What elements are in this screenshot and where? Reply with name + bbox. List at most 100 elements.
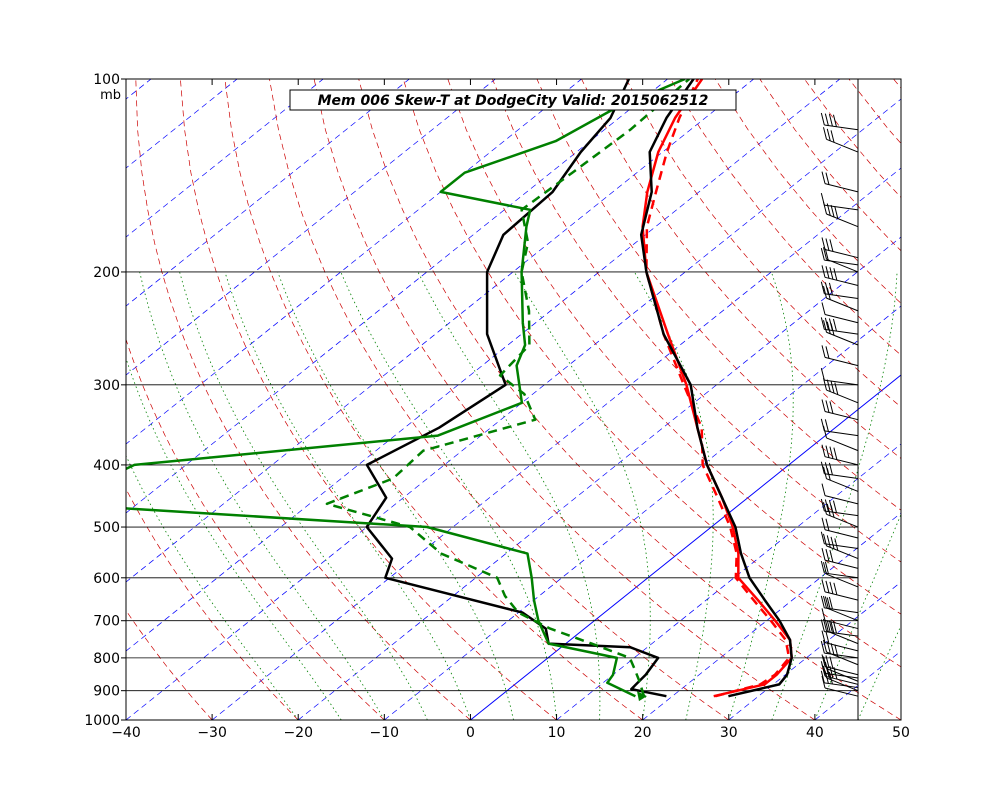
moist-adiabat-line <box>814 513 901 720</box>
wind-barb-flag <box>820 112 825 126</box>
wind-barb-shaft <box>824 619 859 630</box>
wind-barb-shaft <box>826 545 859 560</box>
wind-barb-flag <box>826 379 831 392</box>
wind-barb-flag <box>822 320 827 333</box>
chart-title: Mem 006 Skew-T at DodgeCity Valid: 20150… <box>318 93 709 109</box>
dry-adiabat-line <box>313 79 816 720</box>
wind-barb-shaft <box>824 495 859 505</box>
x-tick-label: −20 <box>283 725 313 741</box>
y-tick-label: 400 <box>93 458 120 474</box>
y-unit-label: mb <box>100 88 121 103</box>
title-box <box>289 89 737 111</box>
wind-barb-shaft <box>824 276 859 287</box>
wind-barb-flag <box>824 462 829 475</box>
wind-barb-flag <box>829 446 834 459</box>
wind-barb-flag <box>822 247 827 260</box>
wind-barb-flag <box>822 127 827 140</box>
isotherm-line <box>556 443 901 720</box>
y-tick-label: 700 <box>93 614 120 630</box>
wind-barb-flag <box>821 654 826 667</box>
wind-barb-shaft <box>824 529 859 539</box>
wind-barb <box>820 192 859 211</box>
dry-adiabat-line <box>893 79 901 89</box>
wind-barb-flag <box>821 444 826 457</box>
wind-barb-shaft <box>824 356 859 367</box>
y-tick-label: 600 <box>93 571 120 587</box>
profile-lines <box>126 79 793 702</box>
wind-barb-shaft <box>826 573 859 588</box>
wind-barb <box>820 560 859 579</box>
wind-barb-flag <box>826 620 831 633</box>
wind-barb-flag <box>829 401 834 414</box>
wind-barb-shaft <box>826 297 859 312</box>
x-tick-label: −10 <box>370 725 400 741</box>
wind-barb <box>821 399 859 421</box>
moist-adiabat-line <box>277 271 514 720</box>
wind-barb-flag <box>822 639 827 653</box>
x-tick-label: 10 <box>548 725 566 741</box>
ensemble-profile-1-line <box>639 79 793 698</box>
wind-barb-shaft <box>824 314 859 324</box>
wind-barb-shaft <box>824 652 859 659</box>
isotherm-line <box>728 581 901 720</box>
x-tick-label: 20 <box>634 725 652 741</box>
wind-barb-flag <box>821 483 826 496</box>
wind-barb-flag <box>822 618 827 631</box>
isotherm-line <box>900 719 901 720</box>
wind-barb <box>820 461 859 479</box>
wind-barb-flag <box>821 399 826 412</box>
wind-barb-shaft <box>824 430 859 437</box>
wind-barb-flag <box>824 113 829 126</box>
wind-barb-flag <box>824 661 829 674</box>
wind-barb-flag <box>821 171 826 184</box>
wind-barb-shaft <box>824 687 859 697</box>
wind-barb-flag <box>833 582 838 595</box>
wind-barb-flag <box>822 595 827 609</box>
dry-adiabat-line <box>625 79 901 408</box>
wind-barb-flag <box>830 381 835 394</box>
wind-barb-flag <box>825 346 830 359</box>
wind-barb-shaft <box>824 559 859 569</box>
wind-barb-flag <box>828 462 833 476</box>
x-tick-label: −40 <box>111 725 141 741</box>
wind-barb-flag <box>825 445 830 458</box>
x-tick-label: 0 <box>466 725 475 741</box>
wind-barb-flag <box>822 502 827 515</box>
dry-adiabat-line <box>581 79 901 459</box>
wind-barb <box>822 595 859 622</box>
wind-barb <box>820 641 859 659</box>
wind-barb-shaft <box>824 328 859 335</box>
wind-barb-shaft <box>824 630 859 637</box>
dry-adiabat-line <box>358 79 901 720</box>
wind-barb-flag <box>830 642 835 656</box>
wind-barb-flag <box>834 206 839 219</box>
wind-barb-flag <box>820 317 825 330</box>
wind-barb-flag <box>825 238 830 251</box>
wind-barb-shaft <box>824 510 859 517</box>
wind-barb-flag <box>820 248 825 261</box>
wind-barb <box>820 595 859 614</box>
isotherm-line <box>0 79 65 720</box>
wind-barb-flag <box>833 268 838 281</box>
wind-barb-flag <box>825 172 830 185</box>
wind-barb-flag <box>830 536 835 550</box>
wind-barb-flag <box>826 503 831 516</box>
wind-barb-shaft <box>826 437 859 452</box>
wind-barb-flag <box>820 418 825 431</box>
y-tick-label: 900 <box>93 684 120 700</box>
wind-barb-flag <box>826 535 831 548</box>
wind-barb-flag <box>820 367 825 381</box>
wind-barb-flag <box>825 548 830 562</box>
y-axis: 100 200 300 400 500 600 700 800 900 1000 <box>84 72 126 729</box>
wind-barb-flag <box>833 447 838 460</box>
wind-barb-flag <box>832 114 837 127</box>
wind-barb-flag <box>825 580 830 593</box>
isotherm-line <box>126 79 324 238</box>
wind-barb <box>820 248 859 266</box>
dewpoint-surface-marker <box>636 691 647 702</box>
wind-barb-flag <box>822 286 827 299</box>
wind-barb-shaft <box>824 642 859 652</box>
wind-barb-flag <box>821 265 826 278</box>
wind-barb-flag <box>821 579 826 592</box>
